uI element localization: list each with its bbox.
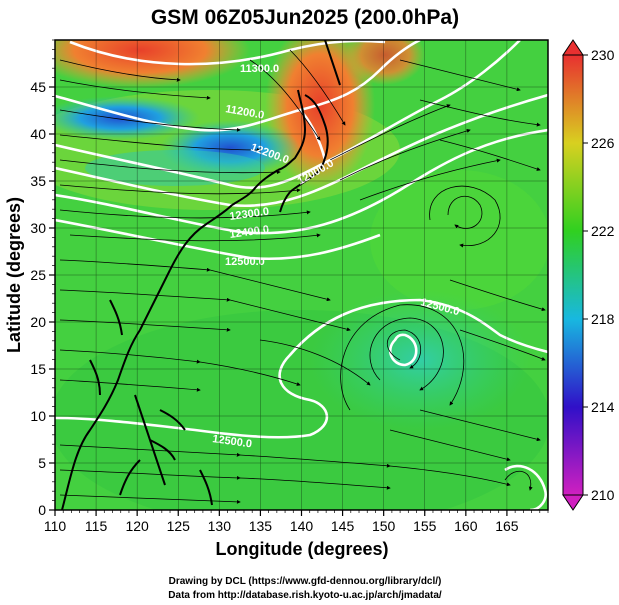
x-tick-label: 165 [495, 518, 519, 534]
contour-label: 12300.0 [229, 206, 270, 223]
colorbar-tick-label: 222 [591, 223, 615, 239]
contour-label: 12500.0 [225, 256, 265, 268]
colorbar-tick-label: 214 [591, 399, 615, 415]
credit-line-data: Data from http://database.rish.kyoto-u.a… [168, 590, 442, 601]
x-tick-label: 150 [372, 518, 396, 534]
contour-label: 11300.0 [240, 63, 279, 75]
y-tick-label: 30 [30, 220, 46, 236]
y-tick-label: 5 [38, 455, 46, 471]
colorbar-scale [562, 54, 584, 496]
x-tick-label: 110 [44, 518, 67, 534]
y-tick-label: 10 [30, 408, 46, 424]
y-tick-label: 15 [30, 361, 46, 377]
x-tick-label: 125 [167, 518, 191, 534]
contour-label: 12500.0 [212, 433, 253, 450]
x-tick-label: 155 [413, 518, 437, 534]
colorbar-max-arrow [562, 39, 584, 56]
credit-line-dcl: Drawing by DCL (https://www.gfd-dennou.o… [169, 576, 442, 587]
plot-area: 11300.0 11200.0 12200.0 12000.0 12300.0 … [55, 40, 548, 510]
coastlines [61, 40, 341, 510]
y-tick-label: 45 [30, 79, 46, 95]
x-tick-label: 145 [331, 518, 355, 534]
colorbar-tick-label: 230 [591, 47, 615, 63]
y-axis-label: Latitude (degrees) [4, 197, 24, 353]
map-title: GSM 06Z05Jun2025 (200.0hPa) [151, 6, 459, 29]
y-tick-label: 25 [30, 267, 46, 283]
y-tick-label: 35 [30, 173, 46, 189]
x-tick-label: 160 [454, 518, 478, 534]
colorbar-tick-label: 226 [591, 135, 615, 151]
x-tick-label: 120 [125, 518, 149, 534]
grid-lines [55, 40, 548, 510]
latitude-axis: 0 5 10 15 20 25 30 35 40 45 [30, 39, 55, 518]
x-tick-label: 135 [249, 518, 273, 534]
colorbar-min-arrow [562, 494, 584, 511]
x-axis-label: Longitude (degrees) [215, 539, 388, 559]
x-tick-label: 130 [208, 518, 232, 534]
x-tick-label: 115 [85, 518, 108, 534]
colorbar-tick-label: 210 [591, 487, 615, 503]
x-tick-label: 140 [290, 518, 314, 534]
longitude-axis: 110 115 120 125 130 135 140 145 150 155 160 165 [44, 510, 549, 534]
y-tick-label: 0 [38, 502, 46, 518]
y-tick-label: 40 [30, 126, 46, 142]
y-tick-label: 20 [30, 314, 46, 330]
colorbar: 210 214 218 222 226 230 [562, 39, 615, 511]
colorbar-tick-label: 218 [591, 311, 615, 327]
wind-streamlines [59, 49, 546, 504]
